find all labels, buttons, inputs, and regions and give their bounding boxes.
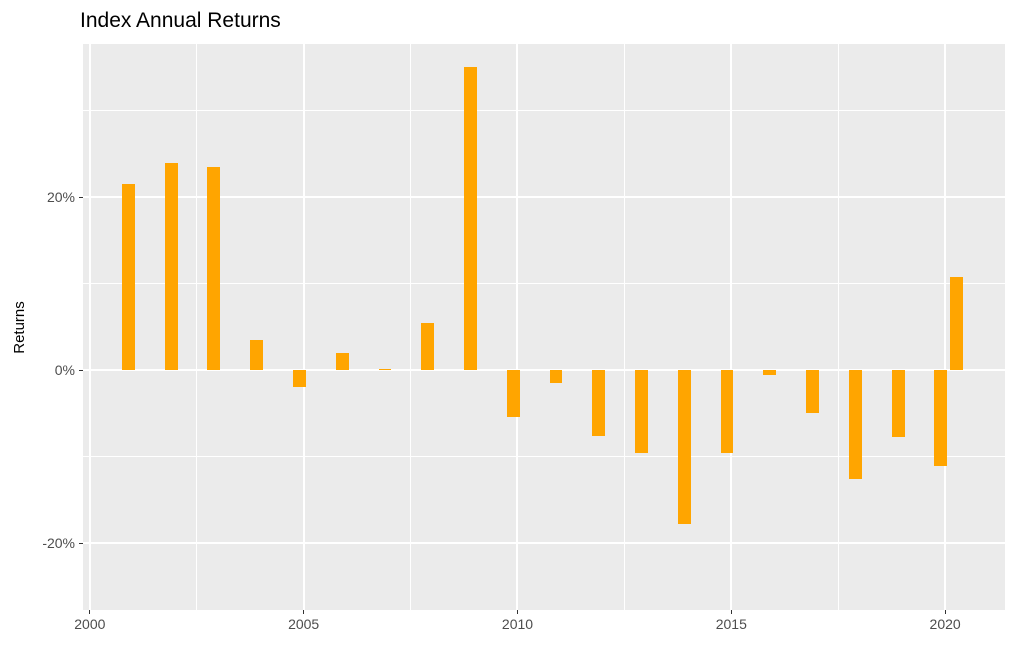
x-tick-label: 2010 [501,616,534,632]
bar [677,370,691,525]
y-tick-mark [79,196,83,198]
x-tick-label: 2015 [715,616,747,632]
y-tick-mark [79,542,83,544]
y-axis-title: Returns [10,300,28,354]
x-tick-mark [516,610,518,614]
x-major-gridline [516,44,519,610]
y-axis-title-container: Returns [6,44,32,610]
plot-panel [83,44,1005,610]
x-major-gridline [88,44,91,610]
bar [164,162,178,371]
bar [806,370,819,413]
bar [421,322,435,371]
y-tick-label: 0% [54,362,75,379]
x-major-gridline [302,44,305,610]
y-minor-gridline [83,456,1005,458]
x-tick-label: 2005 [288,616,320,632]
bar [934,370,948,467]
x-minor-gridline [196,44,198,610]
y-minor-gridline [83,110,1005,112]
bar [464,67,477,371]
bar [720,370,734,454]
bar [506,370,520,417]
y-major-gridline [83,369,1005,372]
y-major-gridline [83,196,1005,199]
x-minor-gridline [623,44,625,610]
bar [250,339,264,371]
bar [891,370,905,437]
y-major-gridline [83,542,1005,545]
bar [763,370,777,375]
bar [378,368,392,371]
bar [207,166,221,371]
x-tick-mark [944,610,946,614]
y-tick-label: 20% [46,189,75,206]
bar [121,184,135,371]
x-major-gridline [944,44,947,610]
x-minor-gridline [837,44,839,610]
x-tick-label: 2020 [929,616,961,632]
y-tick-mark [79,369,83,371]
y-tick-label: -20% [42,535,75,552]
x-tick-label: 2000 [74,616,106,632]
x-tick-mark [303,610,305,614]
x-tick-mark [730,610,732,614]
x-tick-mark [89,610,91,614]
x-minor-gridline [410,44,412,610]
bar [949,276,963,371]
chart-title: Index Annual Returns [80,9,281,32]
bar [848,370,862,480]
y-minor-gridline [83,283,1005,285]
bar [592,370,606,437]
x-major-gridline [730,44,733,610]
bar [335,352,349,371]
bar [292,370,306,387]
bar [635,370,648,454]
bar [549,370,563,384]
